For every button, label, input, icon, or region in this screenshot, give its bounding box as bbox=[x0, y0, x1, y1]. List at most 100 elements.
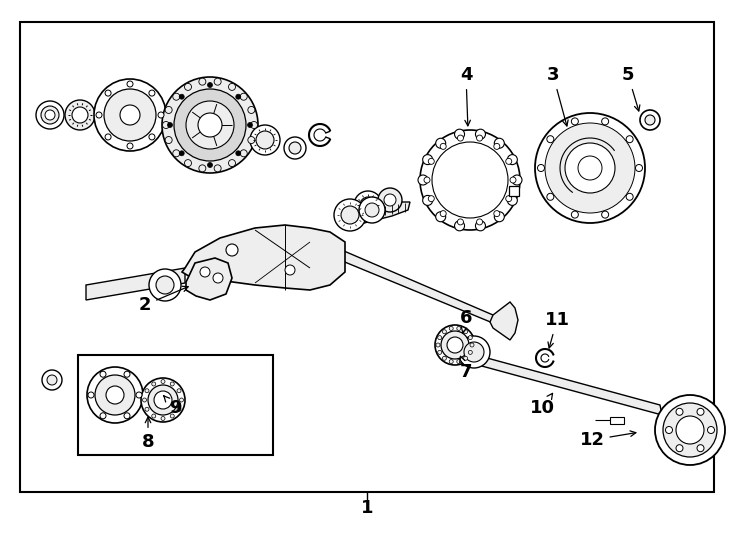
Circle shape bbox=[142, 398, 147, 402]
Text: 8: 8 bbox=[142, 417, 154, 451]
Polygon shape bbox=[182, 225, 345, 290]
Circle shape bbox=[289, 142, 301, 154]
Circle shape bbox=[208, 83, 213, 87]
Text: 9: 9 bbox=[164, 396, 181, 417]
Circle shape bbox=[105, 90, 111, 96]
Circle shape bbox=[565, 143, 615, 193]
Circle shape bbox=[507, 154, 517, 165]
Circle shape bbox=[149, 134, 155, 140]
Circle shape bbox=[545, 123, 635, 213]
Circle shape bbox=[250, 125, 280, 155]
Circle shape bbox=[124, 371, 130, 377]
Circle shape bbox=[655, 395, 725, 465]
Circle shape bbox=[457, 360, 461, 363]
Text: 1: 1 bbox=[360, 499, 374, 517]
Circle shape bbox=[120, 105, 140, 125]
Circle shape bbox=[149, 269, 181, 301]
Circle shape bbox=[170, 382, 174, 386]
Circle shape bbox=[602, 211, 608, 218]
Circle shape bbox=[547, 193, 554, 200]
Circle shape bbox=[602, 118, 608, 125]
Circle shape bbox=[476, 221, 485, 231]
Circle shape bbox=[424, 177, 430, 183]
Circle shape bbox=[208, 163, 213, 167]
Circle shape bbox=[360, 197, 376, 213]
Circle shape bbox=[180, 398, 184, 402]
Circle shape bbox=[228, 83, 236, 90]
Circle shape bbox=[537, 165, 545, 172]
Text: 6: 6 bbox=[459, 309, 472, 333]
Circle shape bbox=[365, 203, 379, 217]
Polygon shape bbox=[86, 268, 185, 300]
Circle shape bbox=[179, 151, 184, 156]
Circle shape bbox=[354, 191, 382, 219]
Circle shape bbox=[423, 154, 432, 165]
Circle shape bbox=[437, 350, 442, 354]
Circle shape bbox=[436, 138, 446, 149]
Circle shape bbox=[435, 325, 475, 365]
Circle shape bbox=[457, 135, 463, 141]
Circle shape bbox=[470, 343, 474, 347]
Circle shape bbox=[136, 392, 142, 398]
Circle shape bbox=[535, 113, 645, 223]
Circle shape bbox=[494, 144, 500, 150]
Circle shape bbox=[334, 199, 366, 231]
Circle shape bbox=[437, 336, 442, 340]
Polygon shape bbox=[353, 202, 410, 226]
Circle shape bbox=[226, 244, 238, 256]
Circle shape bbox=[476, 129, 485, 139]
Circle shape bbox=[571, 118, 578, 125]
Circle shape bbox=[464, 330, 468, 334]
Circle shape bbox=[100, 413, 106, 419]
Circle shape bbox=[250, 122, 258, 129]
Circle shape bbox=[440, 144, 446, 150]
Circle shape bbox=[165, 106, 172, 113]
Circle shape bbox=[213, 273, 223, 283]
Circle shape bbox=[94, 79, 166, 151]
Circle shape bbox=[106, 386, 124, 404]
Circle shape bbox=[640, 110, 660, 130]
Circle shape bbox=[428, 195, 435, 201]
Circle shape bbox=[449, 360, 453, 363]
Circle shape bbox=[214, 78, 221, 85]
Circle shape bbox=[457, 326, 461, 330]
Circle shape bbox=[626, 136, 633, 143]
Circle shape bbox=[96, 112, 102, 118]
Polygon shape bbox=[330, 245, 505, 328]
Circle shape bbox=[436, 343, 440, 347]
Circle shape bbox=[645, 115, 655, 125]
Circle shape bbox=[161, 380, 165, 383]
Circle shape bbox=[248, 137, 255, 144]
Circle shape bbox=[626, 193, 633, 200]
Circle shape bbox=[240, 150, 247, 157]
Circle shape bbox=[464, 342, 484, 362]
Circle shape bbox=[172, 150, 180, 157]
Circle shape bbox=[676, 416, 704, 444]
Circle shape bbox=[95, 375, 135, 415]
Circle shape bbox=[104, 89, 156, 141]
Circle shape bbox=[247, 123, 252, 127]
Circle shape bbox=[162, 77, 258, 173]
Circle shape bbox=[174, 89, 246, 161]
Circle shape bbox=[443, 330, 446, 334]
Circle shape bbox=[149, 90, 155, 96]
Bar bbox=[78, 355, 273, 455]
Text: 3: 3 bbox=[547, 66, 568, 126]
Circle shape bbox=[447, 337, 463, 353]
Circle shape bbox=[285, 265, 295, 275]
Polygon shape bbox=[186, 258, 232, 300]
Circle shape bbox=[228, 160, 236, 167]
Circle shape bbox=[476, 219, 482, 225]
Circle shape bbox=[172, 93, 180, 100]
Circle shape bbox=[105, 134, 111, 140]
Circle shape bbox=[127, 143, 133, 149]
Circle shape bbox=[384, 194, 396, 206]
Circle shape bbox=[420, 130, 520, 230]
Circle shape bbox=[458, 336, 490, 368]
Circle shape bbox=[248, 106, 255, 113]
Circle shape bbox=[440, 211, 446, 217]
Circle shape bbox=[423, 195, 432, 205]
Circle shape bbox=[468, 336, 472, 340]
Circle shape bbox=[436, 212, 446, 222]
Circle shape bbox=[156, 276, 174, 294]
